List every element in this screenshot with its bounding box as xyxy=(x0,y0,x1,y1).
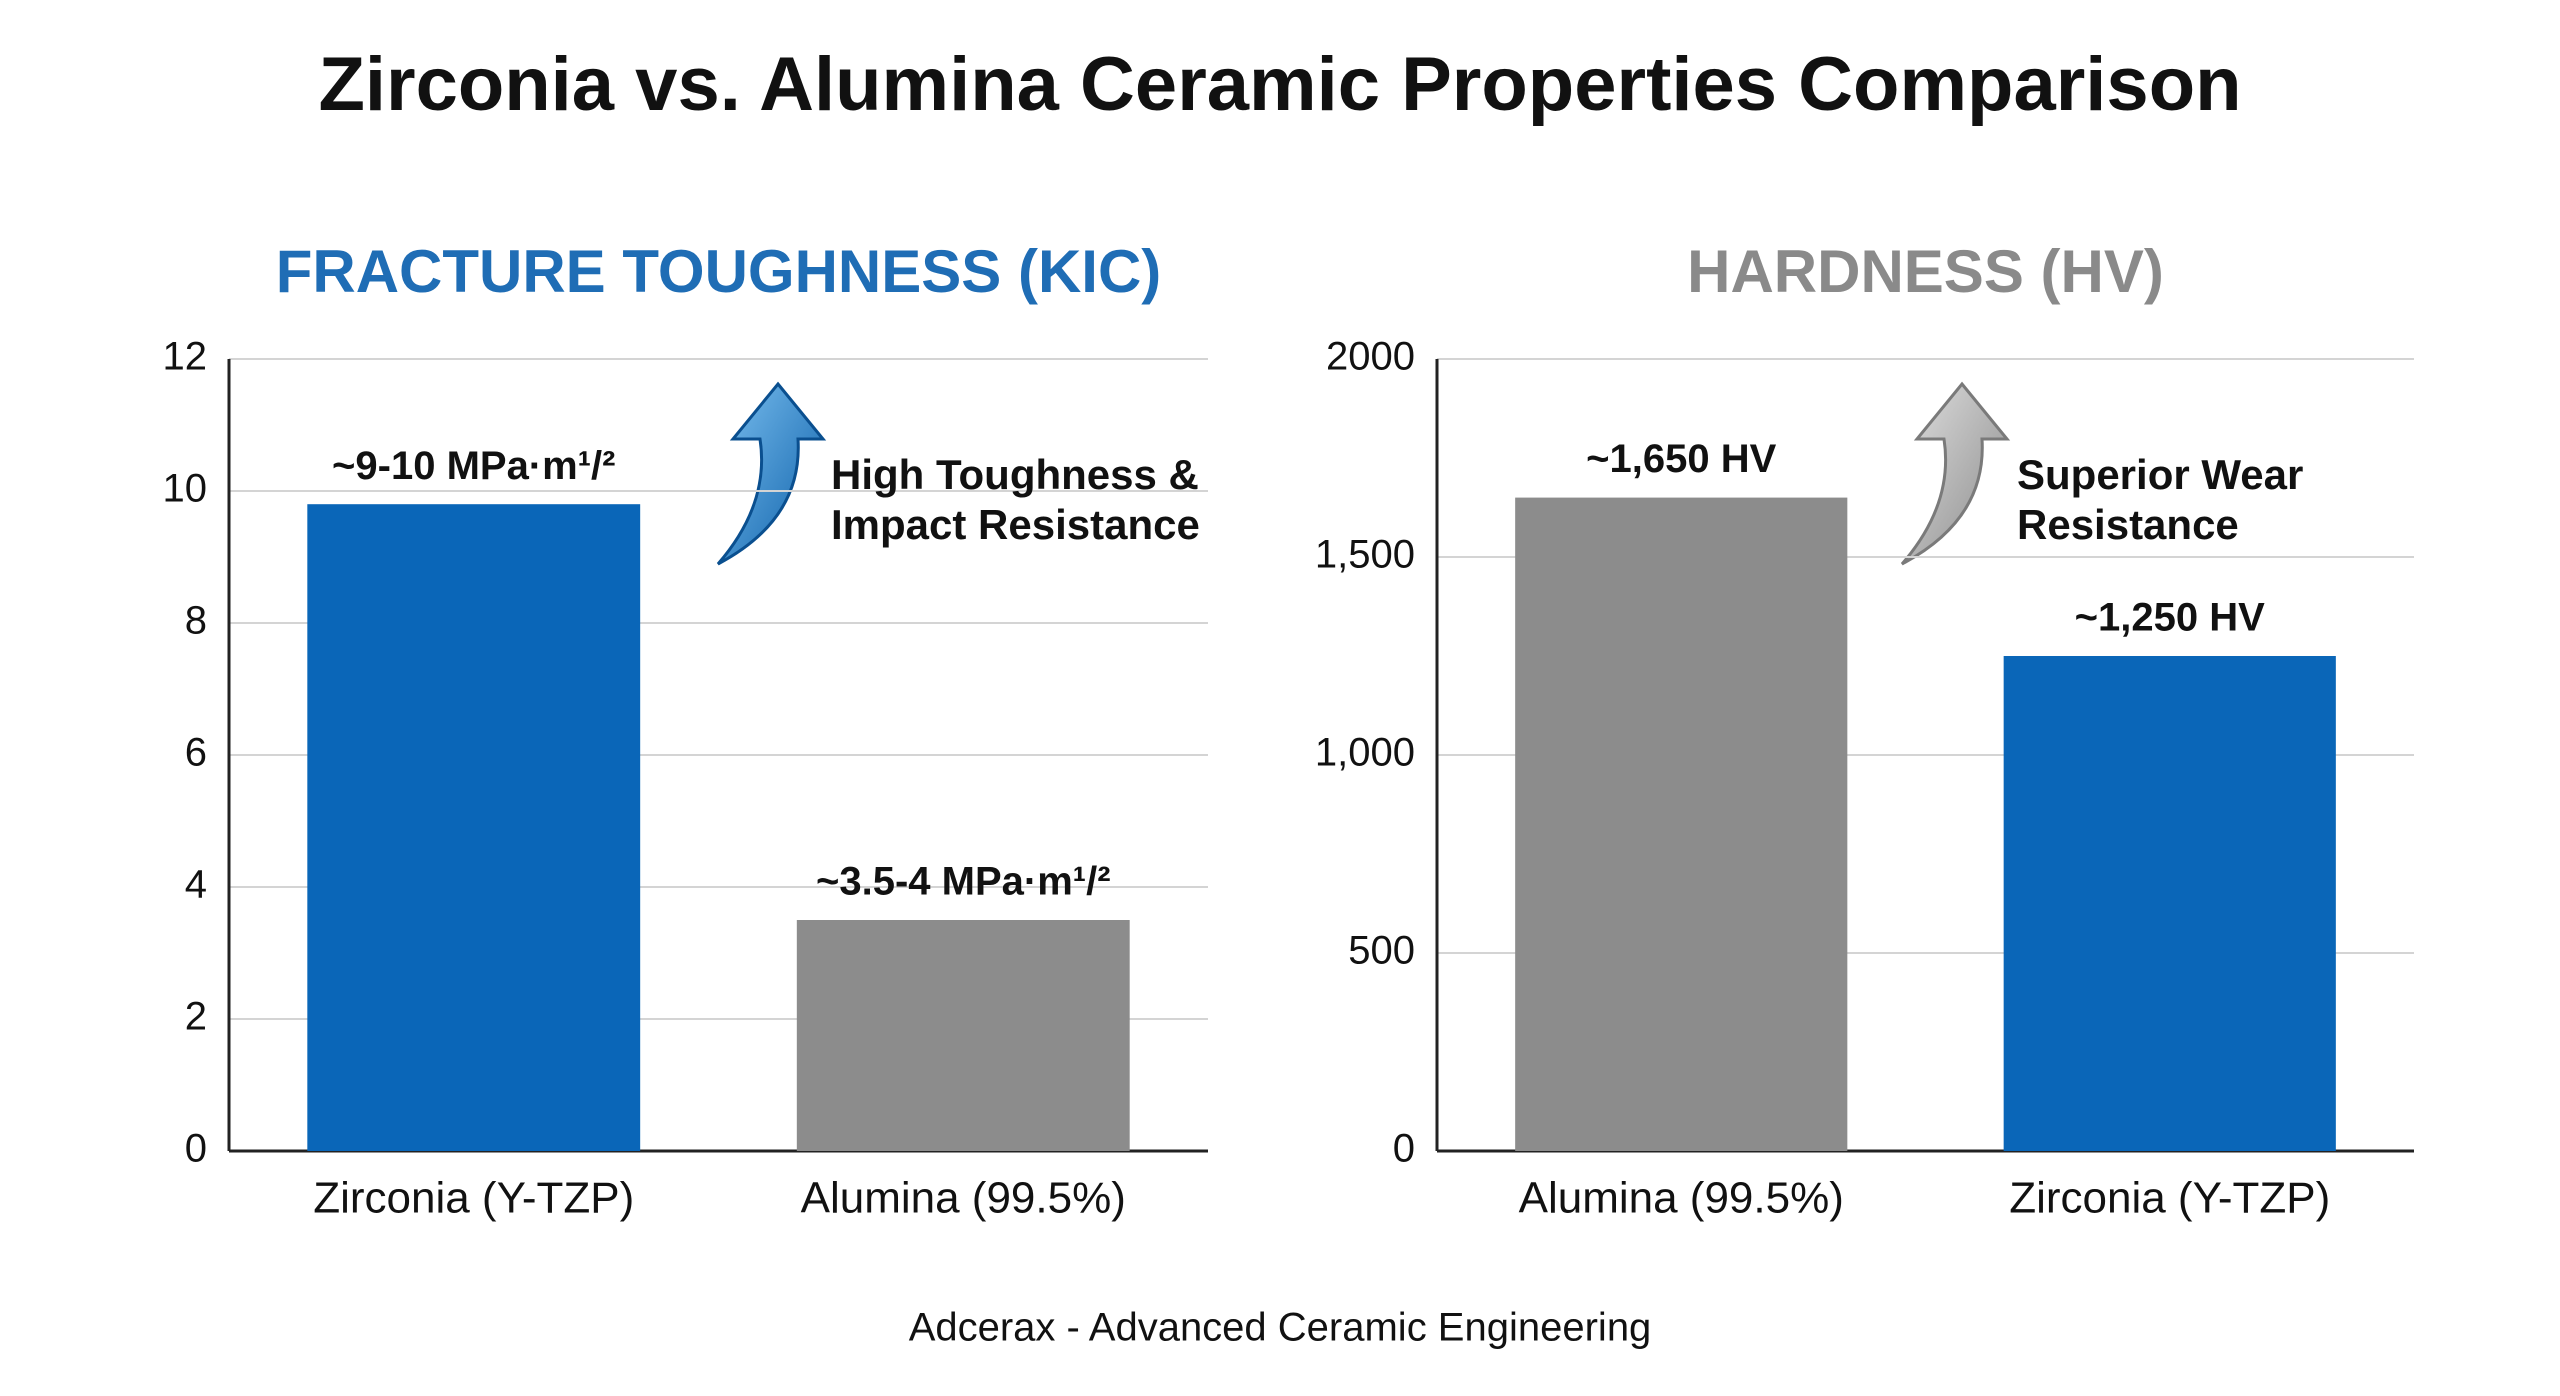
annotation: Superior Wear xyxy=(2017,451,2303,498)
value-label: ~9-10 MPa·m¹/² xyxy=(332,444,615,488)
y-tick-label: 2 xyxy=(185,995,207,1039)
footer: Adcerax - Advanced Ceramic Engineering xyxy=(909,1306,1652,1350)
y-tick-label: 0 xyxy=(1393,1127,1415,1171)
bar xyxy=(796,920,1130,1151)
value-label: ~1,250 HV xyxy=(2075,596,2265,640)
y-tick-label: 1,000 xyxy=(1315,731,1415,775)
annotation-arrow xyxy=(1900,381,2011,566)
x-tick-label: Alumina (99.5%) xyxy=(801,1174,1126,1223)
y-tick-label: 2000 xyxy=(1326,335,1415,379)
y-tick-label: 1,500 xyxy=(1315,533,1415,577)
bar xyxy=(1515,497,1848,1152)
page-title: Zirconia vs. Alumina Ceramic Properties … xyxy=(318,42,2241,127)
x-tick-label: Alumina (99.5%) xyxy=(1519,1174,1844,1223)
annotation: Resistance xyxy=(2017,501,2239,548)
annotation-arrow xyxy=(716,381,827,566)
value-label: ~3.5-4 MPa·m¹/² xyxy=(816,860,1111,904)
annotation: High Toughness & xyxy=(831,451,1199,498)
y-tick-label: 12 xyxy=(163,335,208,379)
y-tick-label: 8 xyxy=(185,599,207,643)
chart-title: FRACTURE TOUGHNESS (KIC) xyxy=(276,238,1162,305)
x-tick-label: Zirconia (Y-TZP) xyxy=(2009,1174,2330,1223)
annotation: Impact Resistance xyxy=(831,501,1200,548)
bar xyxy=(307,504,641,1151)
chart-title: HARDNESS (HV) xyxy=(1687,238,2164,305)
y-tick-label: 500 xyxy=(1348,929,1415,973)
y-tick-label: 10 xyxy=(163,467,208,511)
value-label: ~1,650 HV xyxy=(1586,437,1776,481)
y-tick-label: 4 xyxy=(185,863,207,907)
y-tick-label: 0 xyxy=(185,1127,207,1171)
x-tick-label: Zirconia (Y-TZP) xyxy=(313,1174,634,1223)
y-tick-label: 6 xyxy=(185,731,207,775)
bar xyxy=(2003,656,2336,1151)
